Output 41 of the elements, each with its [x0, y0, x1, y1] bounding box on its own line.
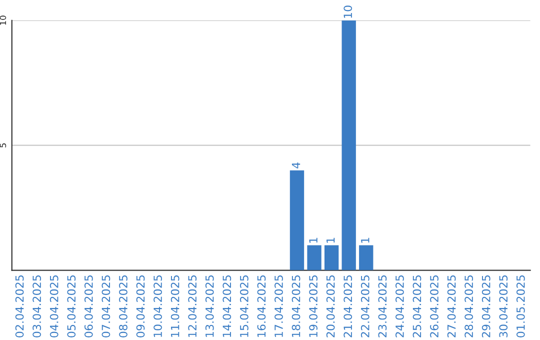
x-tick-label: 12.04.2025 — [188, 275, 197, 337]
x-tick-label: 13.04.2025 — [205, 275, 214, 337]
bar — [290, 170, 304, 270]
x-tick-label: 23.04.2025 — [378, 275, 387, 338]
bar — [359, 245, 374, 270]
x-tick-label: 11.04.2025 — [170, 275, 180, 337]
x-tick-label: 03.04.2025 — [32, 275, 42, 338]
x-tick-label: 24.04.2025 — [396, 275, 404, 338]
y-tick-label: 5 — [0, 143, 6, 148]
x-tick-label: 28.04.2025 — [464, 275, 474, 338]
x-tick-label: 27.04.2025 — [447, 275, 456, 338]
x-tick-label: 08.04.2025 — [119, 275, 128, 338]
x-tick-label: 18.04.2025 — [292, 275, 300, 337]
x-tick-label: 01.05.2025 — [516, 275, 525, 338]
x-tick-label: 15.04.2025 — [240, 275, 248, 337]
x-tick-label: 04.04.2025 — [50, 275, 58, 338]
x-tick-label: 29.04.2025 — [482, 275, 490, 338]
bar — [307, 245, 322, 270]
data-label: 10 — [344, 6, 352, 18]
x-tick-label: 17.04.2025 — [274, 275, 283, 337]
x-tick-label: 26.04.2025 — [430, 275, 438, 338]
x-tick-label: 06.04.2025 — [84, 275, 93, 338]
x-tick-label: 07.04.2025 — [102, 275, 110, 338]
x-tick-label: 19.04.2025 — [309, 275, 318, 337]
data-label: 1 — [309, 238, 318, 243]
data-label: 1 — [326, 238, 335, 243]
x-tick-label: 22.04.2025 — [360, 275, 370, 338]
x-tick-label: 10.04.2025 — [154, 275, 162, 337]
x-tick-label: 09.04.2025 — [136, 275, 145, 338]
data-label: 4 — [292, 162, 300, 168]
bar — [324, 245, 339, 270]
x-tick-label: 05.04.2025 — [67, 275, 76, 338]
x-tick-label: 25.04.2025 — [412, 275, 422, 338]
x-tick-label: 02.04.2025 — [15, 275, 24, 338]
x-tick-label: 16.04.2025 — [257, 275, 266, 337]
x-tick-label: 20.04.2025 — [326, 275, 335, 338]
x-tick-label: 30.04.2025 — [499, 275, 508, 338]
x-tick-label: 21.04.2025 — [344, 275, 352, 338]
bar — [342, 20, 356, 270]
x-tick-label: 14.04.2025 — [222, 275, 232, 337]
data-label: 1 — [361, 238, 370, 243]
